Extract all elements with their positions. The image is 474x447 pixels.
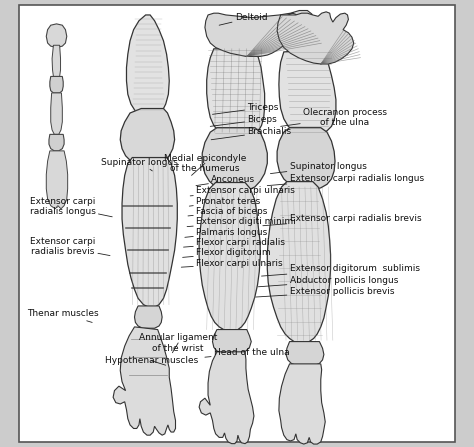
Text: Extensor carpi radialis longus: Extensor carpi radialis longus <box>267 173 424 186</box>
Text: Biceps: Biceps <box>210 115 277 127</box>
Text: Supinator longus: Supinator longus <box>101 157 178 171</box>
Text: Head of the ulna: Head of the ulna <box>205 348 290 357</box>
Polygon shape <box>122 157 177 307</box>
Text: Hypothenar muscles: Hypothenar muscles <box>105 356 198 365</box>
Text: Fascia of biceps: Fascia of biceps <box>188 207 267 216</box>
Text: Brachialis: Brachialis <box>211 127 292 140</box>
Text: Extensor pollicis brevis: Extensor pollicis brevis <box>255 287 394 297</box>
Polygon shape <box>49 135 64 151</box>
Text: Extensor digitorum  sublimis: Extensor digitorum sublimis <box>262 265 419 276</box>
Polygon shape <box>120 109 174 165</box>
Text: Medial epicondyle
of the humerus: Medial epicondyle of the humerus <box>164 154 246 175</box>
Text: Supinator longus: Supinator longus <box>271 162 366 173</box>
Text: Olecranon process
of the ulna: Olecranon process of the ulna <box>281 108 387 127</box>
Polygon shape <box>207 49 264 138</box>
Text: Abductor pollicis longus: Abductor pollicis longus <box>258 276 398 287</box>
Polygon shape <box>279 364 325 444</box>
Polygon shape <box>51 93 62 135</box>
Text: Extensor carpi
radialis brevis: Extensor carpi radialis brevis <box>30 237 110 257</box>
Polygon shape <box>135 306 162 328</box>
FancyBboxPatch shape <box>18 5 456 442</box>
Polygon shape <box>50 76 63 93</box>
Polygon shape <box>127 15 169 118</box>
Polygon shape <box>279 49 336 135</box>
Text: Palmaris longus: Palmaris longus <box>185 228 267 237</box>
Polygon shape <box>52 45 61 76</box>
Text: Extensor carpi ulnaris: Extensor carpi ulnaris <box>190 186 295 196</box>
Text: Extensor carpi
radialis longus: Extensor carpi radialis longus <box>30 197 112 217</box>
Polygon shape <box>199 182 260 330</box>
Text: Flexor carpi ulnaris: Flexor carpi ulnaris <box>181 259 283 268</box>
Text: Thenar muscles: Thenar muscles <box>27 309 98 322</box>
Polygon shape <box>212 329 251 354</box>
Polygon shape <box>113 327 175 435</box>
Polygon shape <box>205 10 314 56</box>
Text: Pronator teres: Pronator teres <box>189 197 260 206</box>
Polygon shape <box>202 128 267 191</box>
Text: Triceps: Triceps <box>212 103 279 114</box>
Text: Annular ligament
of the wrist: Annular ligament of the wrist <box>139 333 218 353</box>
Polygon shape <box>277 128 335 190</box>
Text: Flexor digitorum: Flexor digitorum <box>182 249 271 257</box>
Polygon shape <box>46 151 68 209</box>
Polygon shape <box>46 24 67 47</box>
Text: Flexor carpi radialis: Flexor carpi radialis <box>183 238 285 247</box>
Text: Deltoid: Deltoid <box>219 13 267 25</box>
Text: Anconeus: Anconeus <box>196 175 255 186</box>
Text: Extensor digiti minimi: Extensor digiti minimi <box>187 217 296 227</box>
Text: Extensor carpi radialis brevis: Extensor carpi radialis brevis <box>263 214 421 226</box>
Polygon shape <box>277 12 354 64</box>
Polygon shape <box>199 352 254 443</box>
Polygon shape <box>267 181 330 343</box>
Polygon shape <box>286 342 324 366</box>
